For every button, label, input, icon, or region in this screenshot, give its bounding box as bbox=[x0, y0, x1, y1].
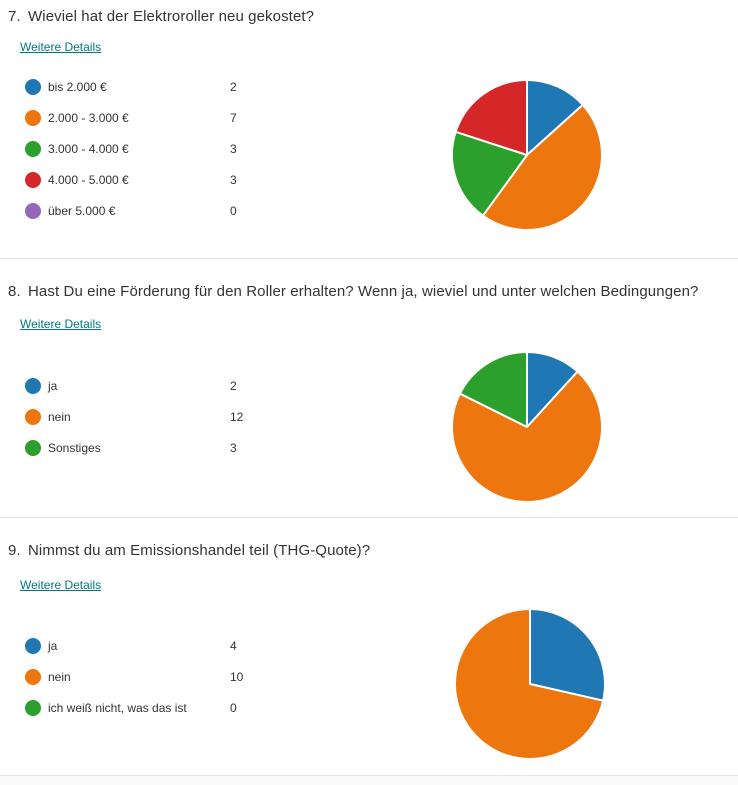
legend-item: 3.000 - 4.000 € 3 bbox=[25, 133, 295, 164]
pie-slice-nein[interactable] bbox=[451, 370, 603, 503]
question-section-9: 9. Nimmst du am Emissionshandel teil (TH… bbox=[0, 518, 738, 775]
answer-legend: ja 2 nein 12 Sonstiges 3 bbox=[25, 370, 295, 463]
pie-slice-4-000-5-000[interactable] bbox=[454, 79, 528, 156]
question-section-8: 8. Hast Du eine Förderung für den Roller… bbox=[0, 259, 738, 517]
weitere-details-link[interactable]: Weitere Details bbox=[20, 40, 102, 54]
legend-color-dot bbox=[25, 109, 41, 126]
legend-color-dot bbox=[25, 140, 41, 157]
answer-legend: bis 2.000 € 2 2.000 - 3.000 € 7 3.000 - … bbox=[25, 71, 295, 226]
question-title: 7. Wieviel hat der Elektroroller neu gek… bbox=[8, 8, 314, 25]
legend-item: über 5.000 € 0 bbox=[25, 195, 295, 226]
response-count: 0 bbox=[230, 203, 237, 218]
question-section-7: 7. Wieviel hat der Elektroroller neu gek… bbox=[0, 0, 738, 258]
option-label: ich weiß nicht, was das ist bbox=[48, 700, 187, 715]
response-count: 3 bbox=[230, 440, 237, 455]
legend-item: nein 12 bbox=[25, 401, 295, 432]
legend-color-dot bbox=[25, 408, 41, 425]
pie-slice-3-000-4-000[interactable] bbox=[451, 130, 528, 217]
pie-slice-2-000-3-000[interactable] bbox=[481, 103, 603, 231]
question-title: 8. Hast Du eine Förderung für den Roller… bbox=[8, 283, 698, 300]
legend-item: ich weiß nicht, was das ist 0 bbox=[25, 692, 295, 723]
pie-slice-nein[interactable] bbox=[454, 608, 605, 760]
response-count: 0 bbox=[230, 700, 237, 715]
question-text: Hast Du eine Förderung für den Roller er… bbox=[28, 283, 699, 300]
legend-item: ja 4 bbox=[25, 630, 295, 661]
option-label: nein bbox=[48, 409, 71, 424]
option-label: ja bbox=[48, 638, 58, 653]
weitere-details-link[interactable]: Weitere Details bbox=[20, 578, 102, 592]
legend-item: bis 2.000 € 2 bbox=[25, 71, 295, 102]
pie-slice-sonstiges[interactable] bbox=[458, 351, 528, 428]
pie-chart bbox=[454, 608, 606, 760]
answer-legend: ja 4 nein 10 ich weiß nicht, was das ist… bbox=[25, 630, 295, 723]
response-count: 3 bbox=[230, 172, 237, 187]
response-count: 2 bbox=[230, 378, 237, 393]
option-label: bis 2.000 € bbox=[48, 79, 107, 94]
response-count: 4 bbox=[230, 638, 237, 653]
question-number: 7. bbox=[8, 8, 21, 25]
option-label: 3.000 - 4.000 € bbox=[48, 141, 129, 156]
pie-slice-bis-2-000[interactable] bbox=[526, 79, 584, 156]
next-section-edge bbox=[0, 775, 738, 785]
question-text: Wieviel hat der Elektroroller neu gekost… bbox=[28, 8, 315, 25]
response-count: 10 bbox=[230, 669, 244, 684]
legend-item: ja 2 bbox=[25, 370, 295, 401]
question-text: Nimmst du am Emissionshandel teil (THG-Q… bbox=[28, 542, 371, 559]
option-label: über 5.000 € bbox=[48, 203, 116, 218]
section-divider bbox=[0, 258, 738, 259]
legend-color-dot bbox=[25, 78, 41, 95]
legend-item: 2.000 - 3.000 € 7 bbox=[25, 102, 295, 133]
legend-item: Sonstiges 3 bbox=[25, 432, 295, 463]
option-label: 2.000 - 3.000 € bbox=[48, 110, 129, 125]
weitere-details-link[interactable]: Weitere Details bbox=[20, 317, 102, 331]
option-label: 4.000 - 5.000 € bbox=[48, 172, 129, 187]
response-count: 12 bbox=[230, 409, 244, 424]
response-count: 3 bbox=[230, 141, 237, 156]
option-label: nein bbox=[48, 669, 71, 684]
legend-color-dot bbox=[25, 377, 41, 394]
option-label: ja bbox=[48, 378, 58, 393]
legend-item: 4.000 - 5.000 € 3 bbox=[25, 164, 295, 195]
legend-color-dot bbox=[25, 171, 41, 188]
response-count: 2 bbox=[230, 79, 237, 94]
legend-color-dot bbox=[25, 439, 41, 456]
question-number: 9. bbox=[8, 542, 21, 559]
legend-color-dot bbox=[25, 668, 41, 685]
pie-chart bbox=[451, 351, 603, 503]
question-title: 9. Nimmst du am Emissionshandel teil (TH… bbox=[8, 542, 370, 559]
legend-item: nein 10 bbox=[25, 661, 295, 692]
question-number: 8. bbox=[8, 283, 21, 300]
legend-color-dot bbox=[25, 699, 41, 716]
legend-color-dot bbox=[25, 202, 41, 219]
legend-color-dot bbox=[25, 637, 41, 654]
pie-chart bbox=[451, 79, 603, 231]
pie-slice-ja[interactable] bbox=[529, 608, 606, 702]
response-count: 7 bbox=[230, 110, 237, 125]
option-label: Sonstiges bbox=[48, 440, 101, 455]
section-divider bbox=[0, 517, 738, 518]
